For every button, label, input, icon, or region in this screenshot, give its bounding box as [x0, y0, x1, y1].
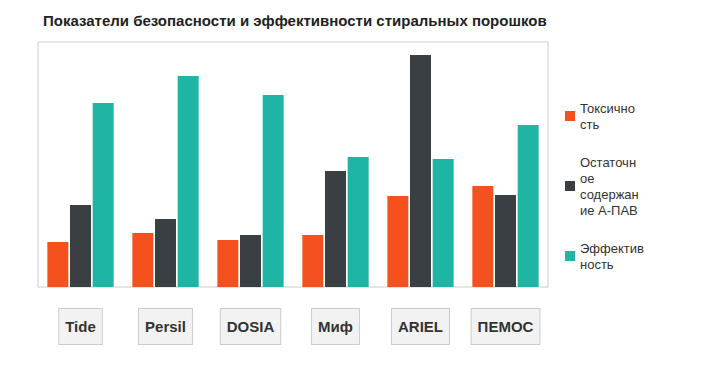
svg-text:содержан: содержан — [580, 187, 639, 202]
svg-text:Tide: Tide — [65, 318, 96, 335]
svg-text:Показатели безопасности и эффе: Показатели безопасности и эффективности … — [43, 12, 547, 29]
svg-text:ие А-ПАВ: ие А-ПАВ — [580, 203, 638, 218]
svg-text:ARIEL: ARIEL — [398, 318, 443, 335]
svg-text:сть: сть — [580, 117, 599, 132]
svg-text:ность: ность — [580, 257, 614, 272]
svg-text:Миф: Миф — [318, 318, 353, 335]
svg-text:Токсично: Токсично — [580, 101, 635, 116]
svg-text:Остаточн: Остаточн — [580, 155, 636, 170]
svg-text:ПЕМОС: ПЕМОС — [478, 318, 534, 335]
svg-text:DOSIA: DOSIA — [227, 318, 275, 335]
svg-text:ое: ое — [580, 171, 598, 186]
svg-text:Persil: Persil — [145, 318, 186, 335]
svg-text:Эффектив: Эффектив — [580, 241, 644, 256]
